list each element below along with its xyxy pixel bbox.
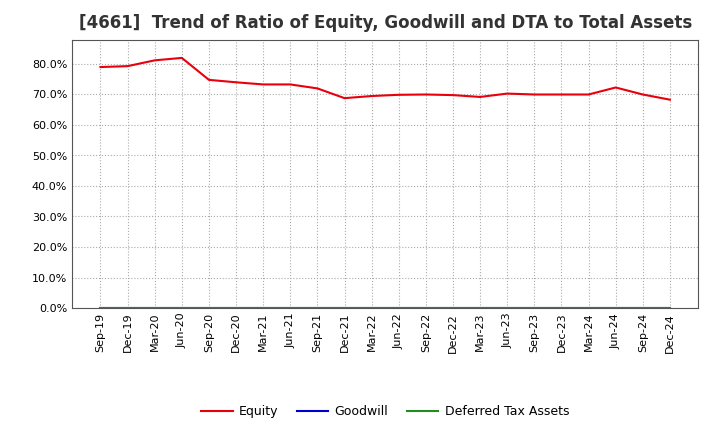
Equity bbox=[421, 92, 430, 97]
Goodwill bbox=[204, 305, 213, 311]
Equity bbox=[639, 92, 647, 97]
Equity bbox=[313, 86, 322, 91]
Goodwill bbox=[286, 305, 294, 311]
Goodwill bbox=[530, 305, 539, 311]
Goodwill bbox=[584, 305, 593, 311]
Equity bbox=[96, 64, 105, 70]
Equity bbox=[286, 82, 294, 87]
Equity bbox=[584, 92, 593, 97]
Legend: Equity, Goodwill, Deferred Tax Assets: Equity, Goodwill, Deferred Tax Assets bbox=[197, 400, 574, 423]
Deferred Tax Assets bbox=[367, 305, 376, 311]
Goodwill bbox=[259, 305, 268, 311]
Equity bbox=[449, 92, 457, 98]
Equity bbox=[123, 63, 132, 69]
Deferred Tax Assets bbox=[313, 305, 322, 311]
Equity bbox=[341, 95, 349, 101]
Deferred Tax Assets bbox=[584, 305, 593, 311]
Deferred Tax Assets bbox=[421, 305, 430, 311]
Equity bbox=[178, 55, 186, 61]
Equity bbox=[557, 92, 566, 97]
Goodwill bbox=[313, 305, 322, 311]
Deferred Tax Assets bbox=[611, 305, 620, 311]
Equity bbox=[367, 93, 376, 99]
Goodwill bbox=[96, 305, 105, 311]
Deferred Tax Assets bbox=[232, 305, 240, 311]
Goodwill bbox=[395, 305, 403, 311]
Goodwill bbox=[341, 305, 349, 311]
Goodwill bbox=[503, 305, 511, 311]
Goodwill bbox=[639, 305, 647, 311]
Deferred Tax Assets bbox=[259, 305, 268, 311]
Deferred Tax Assets bbox=[341, 305, 349, 311]
Equity bbox=[611, 85, 620, 90]
Deferred Tax Assets bbox=[530, 305, 539, 311]
Line: Equity: Equity bbox=[101, 58, 670, 100]
Deferred Tax Assets bbox=[665, 305, 674, 311]
Deferred Tax Assets bbox=[150, 305, 159, 311]
Deferred Tax Assets bbox=[557, 305, 566, 311]
Goodwill bbox=[150, 305, 159, 311]
Equity bbox=[204, 77, 213, 82]
Goodwill bbox=[123, 305, 132, 311]
Goodwill bbox=[665, 305, 674, 311]
Deferred Tax Assets bbox=[178, 305, 186, 311]
Goodwill bbox=[557, 305, 566, 311]
Equity bbox=[665, 97, 674, 103]
Deferred Tax Assets bbox=[476, 305, 485, 311]
Goodwill bbox=[476, 305, 485, 311]
Goodwill bbox=[178, 305, 186, 311]
Equity bbox=[503, 91, 511, 96]
Goodwill bbox=[449, 305, 457, 311]
Equity bbox=[395, 92, 403, 97]
Deferred Tax Assets bbox=[639, 305, 647, 311]
Equity bbox=[150, 58, 159, 63]
Deferred Tax Assets bbox=[449, 305, 457, 311]
Goodwill bbox=[367, 305, 376, 311]
Deferred Tax Assets bbox=[96, 305, 105, 311]
Deferred Tax Assets bbox=[395, 305, 403, 311]
Deferred Tax Assets bbox=[286, 305, 294, 311]
Goodwill bbox=[421, 305, 430, 311]
Equity bbox=[530, 92, 539, 97]
Equity bbox=[232, 80, 240, 85]
Deferred Tax Assets bbox=[503, 305, 511, 311]
Goodwill bbox=[232, 305, 240, 311]
Deferred Tax Assets bbox=[204, 305, 213, 311]
Deferred Tax Assets bbox=[123, 305, 132, 311]
Equity bbox=[259, 82, 268, 87]
Equity bbox=[476, 94, 485, 99]
Goodwill bbox=[611, 305, 620, 311]
Title: [4661]  Trend of Ratio of Equity, Goodwill and DTA to Total Assets: [4661] Trend of Ratio of Equity, Goodwil… bbox=[78, 15, 692, 33]
